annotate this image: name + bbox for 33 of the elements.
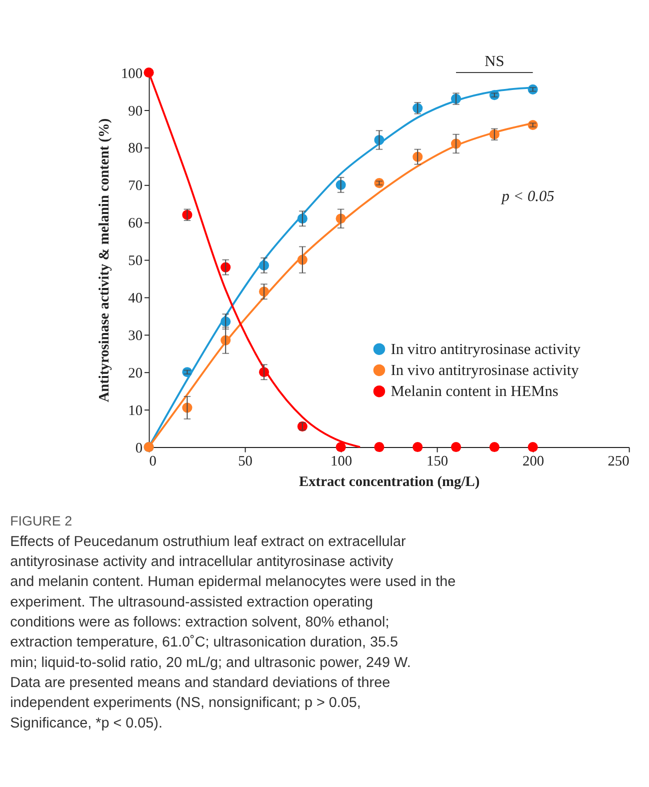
point: [528, 442, 538, 452]
x-tick-label: 50: [238, 454, 252, 470]
x-tick-label: 200: [522, 454, 544, 470]
y-tick-label: 60: [128, 216, 143, 232]
x-tick-label: 250: [608, 454, 630, 470]
legend-label: In vitro antitryrosinase activity: [390, 340, 581, 358]
y-tick-label: 100: [120, 66, 143, 82]
point: [336, 442, 346, 452]
point: [489, 442, 500, 452]
x-tick-label: 100: [330, 454, 352, 470]
y-tick-label: 70: [128, 178, 143, 194]
y-tick-label: 50: [128, 253, 143, 270]
point: [450, 442, 462, 452]
y-tick-label: 40: [128, 290, 143, 307]
text: NS: [484, 53, 504, 70]
y-tick-label: 90: [128, 103, 143, 120]
y-tick-label: 20: [128, 365, 143, 382]
point: [144, 68, 154, 78]
x-axis-title: Extract concentration (mg/L): [298, 474, 480, 490]
y-tick-label: 80: [128, 140, 143, 157]
y-tick-label: 0: [135, 440, 143, 456]
x-tick-label: 0: [149, 454, 156, 470]
y-tick-label: 10: [128, 402, 143, 419]
point: [374, 442, 384, 452]
legend-label: In vivo antitryrosinase activity: [390, 362, 580, 379]
point: [412, 442, 423, 452]
caption: FIGURE 2: [10, 514, 72, 529]
y-tick-label: 30: [128, 328, 143, 344]
text: Effects of Peucedanum ostruthium leaf extract on extracellular antityrosinase activity and intracellular antityrosinase activity and melanin content. Human epidermal melanocytes were used in the experiment. The ultrasound-assisted extraction operating conditions were as follows: extraction solvent, 80% ethanol; extraction temperature, 61.0˚C; ultrasonication duration, 35.5 min; liquid-to-solid ratio, 20 mL/g; and ultrasonic power, 249 W. Data are presented means and standard deviations of three independent experiments (NS, nonsignificant; p > 0.05, Significance, *p < 0.05).: [10, 534, 456, 732]
legend-label: Melanin content in HEMns: [390, 383, 558, 400]
annotation: p < 0.05: [500, 188, 555, 205]
y-axis-title: Antityrosinase activity & melanin content (%): [96, 118, 112, 402]
x-tick-label: 150: [426, 454, 448, 470]
